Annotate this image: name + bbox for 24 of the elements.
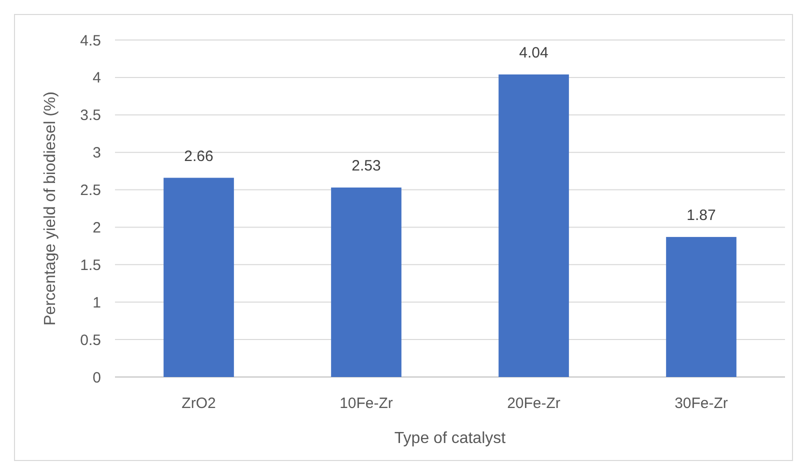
bar [331, 188, 402, 377]
data-label: 4.04 [519, 44, 548, 62]
y-tick-label: 1.5 [80, 256, 101, 274]
y-tick-label: 4.5 [80, 32, 101, 50]
y-tick-label: 0 [92, 369, 101, 386]
x-axis-title: Type of catalyst [394, 430, 506, 447]
data-label: 1.87 [686, 206, 716, 224]
bar [498, 74, 569, 377]
y-tick-label: 4 [92, 70, 101, 87]
y-tick-label: 1 [92, 294, 101, 312]
x-tick-label: 30Fe-Zr [674, 395, 728, 412]
y-tick-label: 3.5 [80, 107, 101, 124]
bar [164, 178, 234, 377]
x-tick-label: ZrO2 [182, 395, 216, 412]
data-label: 2.53 [352, 158, 381, 175]
y-tick-label: 0.5 [80, 332, 101, 349]
bar [666, 236, 736, 377]
y-tick-label: 2.5 [80, 182, 101, 200]
data-label: 2.66 [184, 148, 214, 165]
y-tick-label: 2 [92, 219, 101, 236]
y-axis-title: Percentage yield of biodiesel (%) [42, 92, 59, 326]
x-tick-label: 20Fe-Zr [507, 395, 560, 412]
x-tick-label: 10Fe-Zr [340, 395, 393, 412]
y-tick-label: 3 [92, 144, 101, 162]
